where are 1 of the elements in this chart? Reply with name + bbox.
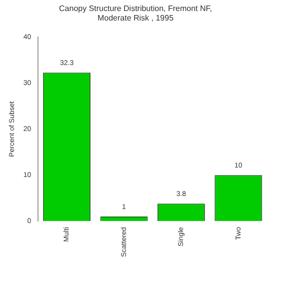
chart-title: Canopy Structure Distribution, Fremont NF, Moderate Risk , 1995 [59,4,212,23]
